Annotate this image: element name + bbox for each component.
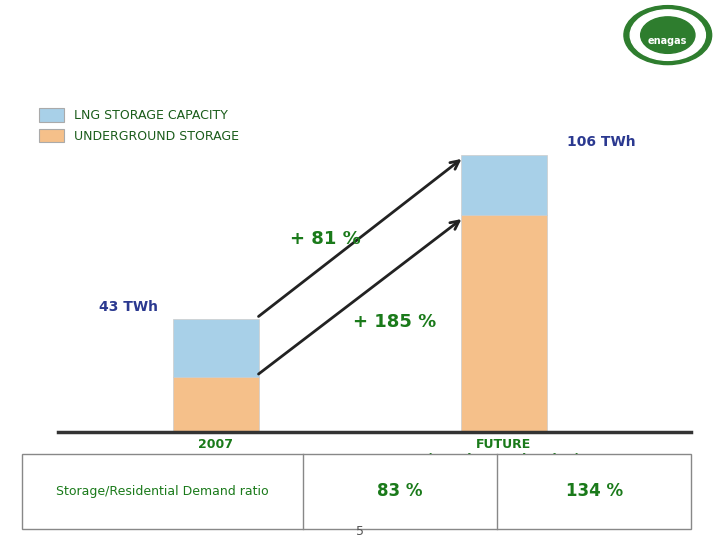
Legend: LNG STORAGE CAPACITY, UNDERGROUND STORAGE: LNG STORAGE CAPACITY, UNDERGROUND STORAG… — [38, 108, 238, 143]
Bar — [173, 320, 259, 377]
Bar — [173, 377, 259, 432]
Text: Storage/Residential Demand ratio: Storage/Residential Demand ratio — [56, 485, 269, 498]
Text: + 185 %: + 185 % — [353, 313, 436, 332]
Text: + 81 %: + 81 % — [290, 230, 361, 247]
Text: enagas: enagas — [648, 36, 688, 46]
Text: 106 TWh: 106 TWh — [567, 136, 636, 150]
Text: IMPACT ON THE SPANISH STORAGE: IMPACT ON THE SPANISH STORAGE — [9, 23, 501, 47]
Circle shape — [624, 5, 711, 65]
Circle shape — [641, 17, 695, 53]
Text: 134 %: 134 % — [565, 482, 623, 501]
Text: 5: 5 — [356, 525, 364, 538]
Bar — [461, 215, 547, 432]
Text: 43 TWh: 43 TWh — [99, 300, 158, 314]
Text: 83 %: 83 % — [377, 482, 423, 501]
Bar — [461, 154, 547, 215]
Circle shape — [630, 10, 706, 60]
